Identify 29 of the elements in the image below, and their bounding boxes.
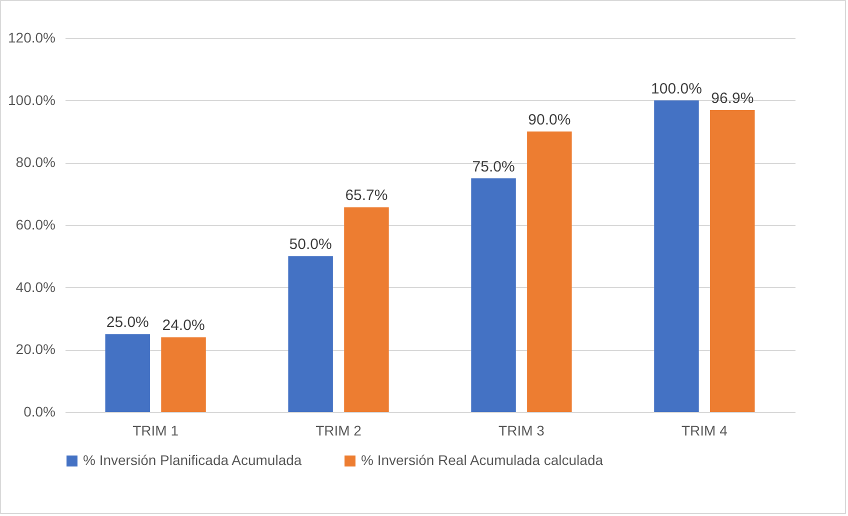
legend-label: % Inversión Real Acumulada calculada	[361, 452, 604, 468]
bar	[161, 337, 206, 412]
data-label: 25.0%	[106, 314, 149, 332]
bar	[710, 110, 755, 412]
y-tick-label: 40.0%	[16, 278, 56, 295]
legend-label: % Inversión Planificada Acumulada	[83, 452, 302, 468]
bar	[344, 207, 389, 412]
y-tick-label: 60.0%	[16, 216, 56, 232]
data-label: 50.0%	[289, 236, 332, 254]
bar	[471, 178, 516, 412]
x-tick-label: TRIM 2	[316, 422, 362, 438]
data-label: 65.7%	[345, 187, 388, 204]
data-label: 90.0%	[528, 112, 571, 128]
bar	[288, 256, 333, 412]
data-label: 75.0%	[472, 158, 515, 176]
data-label: 100.0%	[651, 80, 702, 98]
y-tick-label: 120.0%	[8, 30, 56, 46]
bar	[654, 100, 699, 412]
bar	[527, 132, 572, 412]
bar	[105, 334, 150, 412]
y-tick-label: 20.0%	[16, 341, 56, 358]
x-tick-label: TRIM 4	[681, 422, 728, 438]
x-tick-label: TRIM 3	[498, 422, 545, 438]
y-tick-label: 100.0%	[8, 92, 56, 108]
y-tick-label: 80.0%	[16, 154, 56, 170]
x-tick-label: TRIM 1	[132, 422, 179, 438]
data-label: 24.0%	[162, 317, 205, 334]
data-label: 96.9%	[711, 90, 754, 107]
y-tick-label: 0.0%	[24, 404, 56, 420]
